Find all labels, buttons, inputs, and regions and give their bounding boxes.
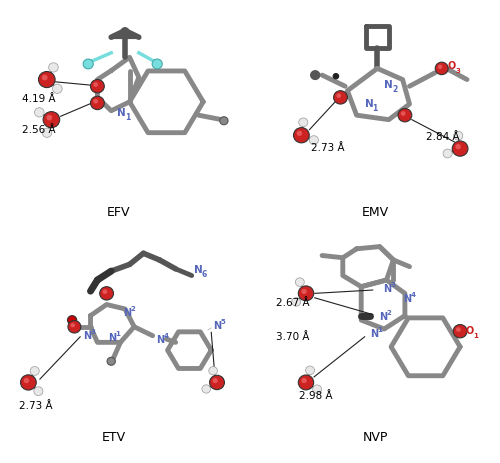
Text: 4: 4	[410, 291, 416, 297]
Circle shape	[310, 71, 320, 81]
Circle shape	[30, 367, 40, 375]
Text: 1: 1	[124, 113, 130, 121]
Circle shape	[100, 287, 114, 300]
Text: N: N	[213, 320, 221, 330]
Text: 4: 4	[164, 332, 169, 338]
Circle shape	[438, 66, 442, 70]
Circle shape	[42, 129, 52, 138]
Circle shape	[302, 378, 307, 383]
Circle shape	[210, 375, 224, 390]
Text: N: N	[117, 107, 126, 118]
Text: N: N	[108, 332, 116, 342]
Circle shape	[334, 92, 347, 105]
Circle shape	[90, 97, 104, 110]
Text: 2.73 Å: 2.73 Å	[19, 400, 52, 410]
Circle shape	[94, 100, 98, 104]
Circle shape	[302, 289, 307, 294]
Text: 6: 6	[202, 269, 207, 278]
Text: EFV: EFV	[106, 205, 130, 218]
Circle shape	[336, 94, 341, 99]
Circle shape	[209, 367, 218, 375]
Circle shape	[298, 286, 314, 301]
Circle shape	[152, 60, 162, 70]
Circle shape	[90, 81, 104, 94]
Text: N: N	[379, 311, 387, 321]
Text: 2.84 Å: 2.84 Å	[426, 132, 459, 142]
Circle shape	[42, 75, 48, 81]
Text: 3: 3	[391, 281, 396, 287]
Text: 1: 1	[116, 330, 120, 336]
Text: ETV: ETV	[102, 430, 126, 443]
Text: 1: 1	[474, 332, 478, 338]
Circle shape	[453, 325, 467, 338]
Text: O: O	[448, 61, 456, 71]
Circle shape	[296, 278, 304, 287]
Circle shape	[310, 137, 318, 145]
Circle shape	[102, 290, 108, 294]
Text: 2.67 Å: 2.67 Å	[276, 298, 310, 307]
Circle shape	[34, 387, 43, 396]
Text: N: N	[194, 264, 203, 274]
Circle shape	[202, 385, 210, 393]
Text: 4.19 Å: 4.19 Å	[22, 94, 55, 104]
Circle shape	[294, 128, 310, 144]
Circle shape	[121, 29, 129, 37]
Text: 2: 2	[130, 306, 136, 312]
Text: N: N	[365, 99, 374, 109]
Circle shape	[68, 316, 76, 325]
Circle shape	[292, 298, 300, 307]
Circle shape	[443, 150, 452, 158]
Circle shape	[46, 116, 52, 121]
Circle shape	[312, 385, 322, 394]
Circle shape	[298, 119, 308, 127]
Text: N: N	[83, 330, 91, 340]
Circle shape	[24, 378, 29, 383]
Circle shape	[298, 375, 314, 390]
Text: EMV: EMV	[362, 205, 388, 218]
Circle shape	[220, 118, 228, 125]
Circle shape	[398, 109, 412, 123]
Circle shape	[70, 323, 75, 328]
Circle shape	[43, 113, 60, 128]
Circle shape	[333, 75, 338, 80]
Circle shape	[94, 83, 98, 88]
Circle shape	[456, 327, 461, 332]
Text: NVP: NVP	[362, 430, 388, 443]
Text: 2: 2	[386, 309, 391, 315]
Circle shape	[212, 378, 218, 383]
Circle shape	[454, 132, 463, 141]
Text: O: O	[466, 325, 474, 335]
Circle shape	[452, 142, 468, 157]
Text: N: N	[384, 80, 393, 90]
Text: 3: 3	[90, 328, 95, 334]
Circle shape	[52, 85, 62, 94]
Circle shape	[107, 357, 116, 365]
Circle shape	[306, 366, 314, 375]
Text: N: N	[156, 334, 164, 344]
Text: 3: 3	[456, 68, 460, 73]
Circle shape	[38, 72, 55, 88]
Circle shape	[296, 131, 302, 137]
Text: N: N	[123, 307, 132, 318]
Circle shape	[83, 60, 94, 70]
Circle shape	[20, 375, 36, 390]
Text: 5: 5	[220, 318, 225, 324]
Circle shape	[436, 63, 448, 75]
Text: 3.70 Å: 3.70 Å	[276, 331, 310, 341]
Text: N: N	[370, 329, 378, 339]
Circle shape	[34, 108, 44, 118]
Text: N: N	[384, 283, 392, 293]
Text: 1: 1	[377, 327, 382, 333]
Text: 2.98 Å: 2.98 Å	[299, 390, 332, 400]
Circle shape	[68, 321, 81, 333]
Text: N: N	[403, 293, 411, 303]
Text: 2: 2	[392, 85, 397, 94]
Circle shape	[48, 63, 58, 73]
Circle shape	[401, 112, 406, 117]
Text: 1: 1	[372, 104, 378, 113]
Circle shape	[456, 145, 461, 150]
Text: 2.73 Å: 2.73 Å	[310, 143, 344, 153]
Text: 2.56 Å: 2.56 Å	[22, 124, 55, 134]
